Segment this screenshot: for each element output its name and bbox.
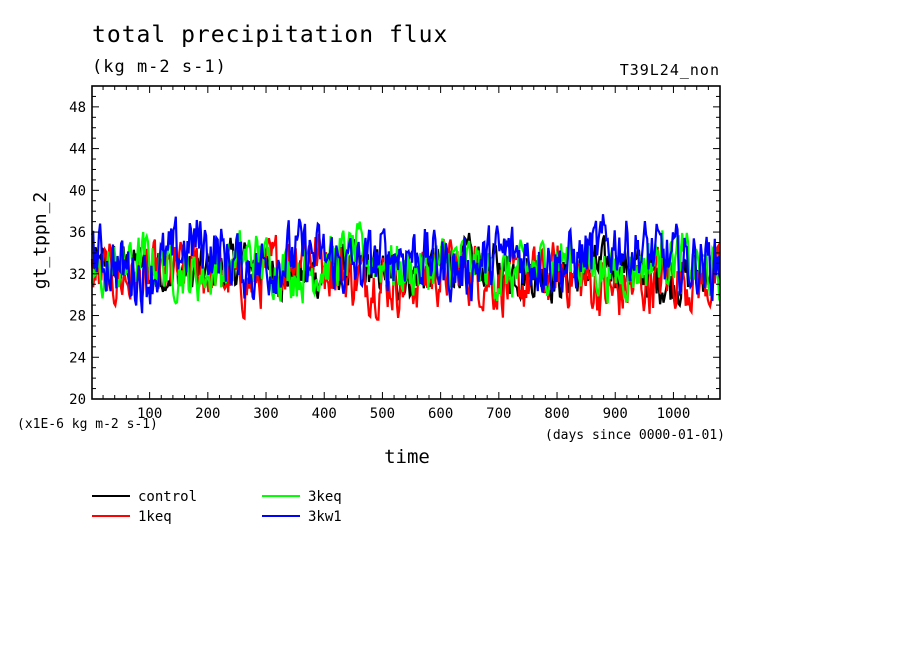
x-tick-label: 600 (428, 406, 453, 422)
legend-label-3kw1: 3kw1 (308, 509, 342, 525)
series-line-3kw1 (90, 214, 721, 314)
chart-subtitle: (kg m-2 s-1) (92, 57, 227, 77)
y-tick-label: 36 (69, 225, 86, 241)
x-tick-label: 300 (253, 406, 278, 422)
y-tick-label: 28 (69, 309, 86, 325)
x-tick-label: 800 (544, 406, 569, 422)
legend-label-1keq: 1keq (138, 509, 172, 525)
y-units-note: (x1E-6 kg m-2 s-1) (17, 417, 158, 432)
x-axis-label: time (384, 446, 430, 468)
chart-title: total precipitation flux (92, 22, 449, 48)
legend-label-3keq: 3keq (308, 489, 342, 505)
x-tick-label: 400 (312, 406, 337, 422)
x-tick-label: 100 (137, 406, 162, 422)
y-tick-label: 40 (69, 183, 86, 199)
x-tick-label: 500 (370, 406, 395, 422)
y-tick-label: 44 (69, 142, 86, 158)
x-tick-label: 700 (486, 406, 511, 422)
x-tick-label: 1000 (657, 406, 691, 422)
x-tick-label: 200 (195, 406, 220, 422)
y-axis-label: gt_tppn_2 (30, 192, 51, 290)
legend-label-control: control (138, 489, 197, 505)
y-tick-label: 20 (69, 392, 86, 408)
y-tick-label: 48 (69, 100, 86, 116)
x-units-note: (days since 0000-01-01) (545, 428, 725, 443)
y-tick-label: 32 (69, 267, 86, 283)
y-tick-label: 24 (69, 350, 86, 366)
x-tick-label: 900 (603, 406, 628, 422)
run-label: T39L24_non (619, 61, 720, 79)
